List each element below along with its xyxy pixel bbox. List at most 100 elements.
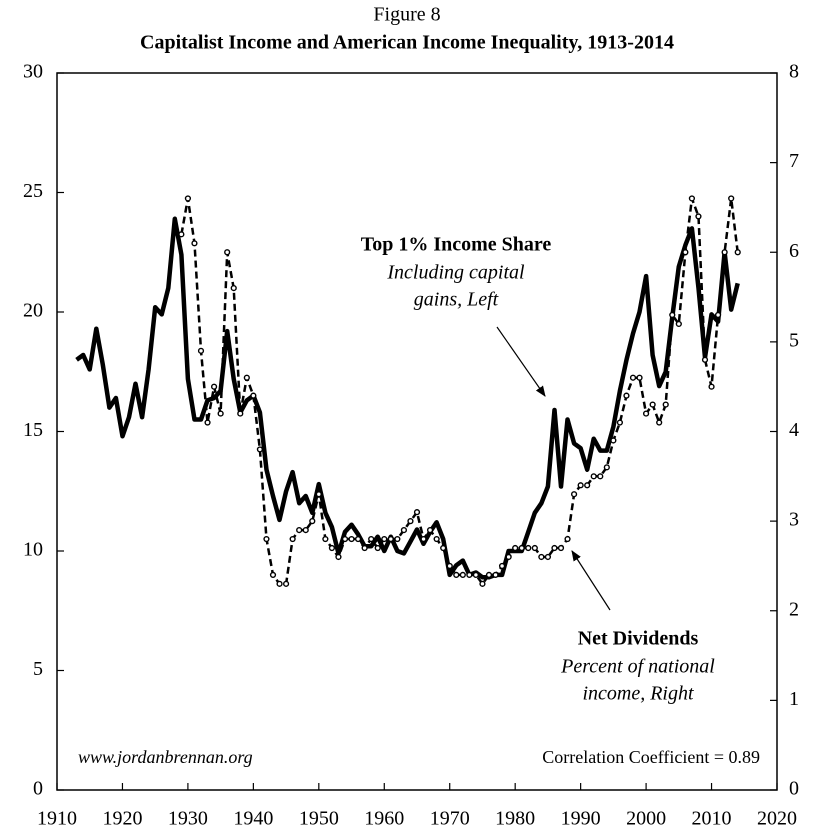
dividend-point (656, 419, 663, 426)
dividend-point (315, 491, 322, 498)
chart-subtitle: Capitalist Income and American Income In… (140, 32, 674, 54)
dividend-point (237, 410, 244, 417)
dividend-point (250, 392, 257, 399)
dividend-point (577, 482, 584, 489)
dividend-point (662, 401, 669, 408)
dividend-point (269, 571, 277, 579)
dividend-point (197, 347, 205, 354)
dividend-point (616, 419, 624, 426)
correlation: Correlation Coefficient = 0.89 (542, 747, 760, 767)
dividend-point (289, 535, 296, 543)
dividend-point (584, 482, 591, 489)
y-tick-label: 15 (23, 419, 43, 441)
annotation: Percent of national (560, 656, 715, 678)
dividend-point (184, 195, 192, 202)
dividend-point (348, 535, 355, 543)
dividend-point (734, 249, 741, 256)
dividend-point (610, 437, 617, 444)
dividend-point (420, 535, 427, 543)
dividend-point (407, 518, 414, 525)
dividend-point (623, 392, 630, 399)
dividend-point (354, 535, 362, 543)
chart-title: Figure 8 (373, 4, 440, 26)
dividend-point (669, 311, 676, 319)
source: www.jordanbrennan.org (78, 747, 253, 767)
dividend-point (557, 544, 565, 552)
dividend-point (322, 535, 329, 543)
y-tick-label: 25 (23, 180, 43, 202)
arrow (571, 550, 611, 611)
dividend-point (551, 544, 558, 552)
y-tick-label: 10 (23, 539, 43, 561)
dividend-point (224, 249, 231, 256)
dividend-point (426, 526, 434, 534)
dividend-point (328, 544, 336, 552)
dividend-point (243, 374, 250, 381)
x-tick-label: 1970 (430, 808, 470, 830)
dividend-point (263, 535, 270, 543)
dividend-point (675, 320, 682, 328)
dividend-point (531, 544, 538, 552)
dividend-point (642, 410, 650, 417)
x-tick-label: 1930 (168, 808, 208, 830)
dividend-point (603, 464, 610, 471)
x-tick-label: 1940 (233, 808, 273, 830)
dividend-point (538, 553, 545, 561)
x-tick-label: 1920 (102, 808, 142, 830)
y2-tick-label: 3 (789, 509, 799, 531)
annotation: income, Right (582, 683, 694, 705)
annotation: Including capital (386, 262, 525, 284)
dividend-point (374, 544, 381, 552)
dividend-point (518, 544, 525, 552)
dividend-point (302, 526, 309, 534)
dividend-point (453, 571, 460, 579)
x-tick-label: 1950 (299, 808, 339, 830)
dividend-point (498, 562, 506, 570)
dividend-point (701, 356, 709, 363)
y-tick-label: 20 (23, 300, 43, 322)
dividend-point (682, 249, 689, 256)
annotation: gains, Left (414, 289, 499, 311)
dividend-point (564, 535, 571, 543)
dividend-point (440, 544, 447, 552)
dividend-point (714, 311, 722, 319)
dividend-point (217, 410, 224, 417)
dividend-point (708, 383, 715, 390)
dividend-point (728, 195, 735, 202)
x-tick-label: 2000 (626, 808, 666, 830)
y2-tick-label: 7 (789, 150, 799, 172)
dividend-point (276, 580, 283, 587)
y2-tick-label: 4 (789, 419, 799, 441)
dividend-point (387, 535, 394, 543)
dividend-point (341, 535, 349, 543)
dividend-point (256, 446, 264, 453)
annotation: Top 1% Income Share (361, 234, 552, 256)
dividend-point (210, 383, 218, 390)
dividend-point (296, 526, 303, 534)
y2-tick-label: 5 (789, 329, 799, 351)
y2-tick-label: 8 (789, 61, 799, 83)
x-tick-label: 1990 (561, 808, 601, 830)
dividend-line (180, 197, 739, 586)
dividend-point (649, 401, 656, 408)
y2-tick-label: 1 (789, 688, 799, 710)
dividend-point (505, 553, 512, 561)
dividend-point (590, 473, 597, 480)
dividend-point (381, 535, 388, 543)
dividend-point (394, 535, 401, 543)
dividend-point (446, 562, 453, 570)
y-tick-label: 0 (33, 778, 43, 800)
dividend-point (695, 213, 702, 220)
x-tick-label: 1910 (37, 808, 77, 830)
dividend-point (413, 509, 421, 516)
dividend-point (597, 473, 604, 480)
x-tick-label: 2010 (692, 808, 732, 830)
dividend-point (466, 571, 473, 579)
dividend-point (230, 285, 237, 292)
dividend-point (282, 580, 290, 587)
dividend-point (335, 553, 342, 561)
dividend-point (479, 580, 486, 587)
dividend-point (492, 571, 499, 579)
dividend-point (472, 571, 480, 579)
